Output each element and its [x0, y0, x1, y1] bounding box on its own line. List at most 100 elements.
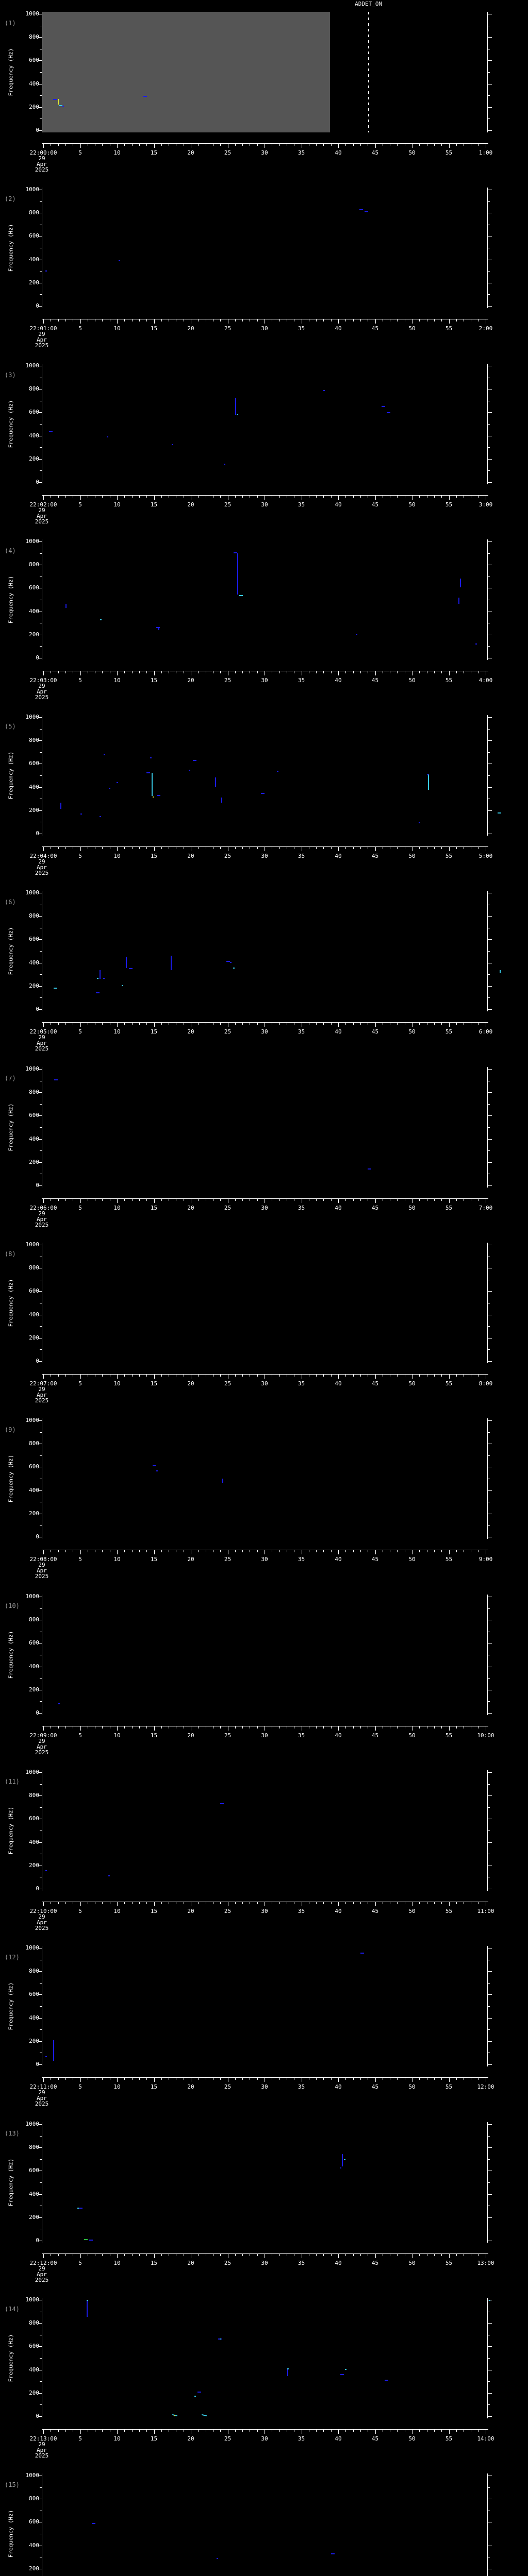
- x-tick-label: 20: [187, 1380, 194, 1387]
- y-tick: [488, 1842, 492, 1843]
- detection-blip: [385, 2380, 389, 2381]
- y-tick: [40, 118, 42, 120]
- detection-blip: [45, 1870, 47, 1872]
- y-tick: [488, 2404, 490, 2405]
- x-tick: [397, 1198, 398, 1201]
- panel-index-label: (3): [5, 371, 16, 379]
- y-tick-label: 1000: [25, 1417, 40, 1423]
- y-tick: [40, 1326, 42, 1327]
- date-line: 29: [38, 1913, 45, 1920]
- y-tick: [38, 37, 42, 38]
- x-tick: [360, 1022, 361, 1025]
- x-tick: [80, 2253, 81, 2258]
- y-tick: [38, 1713, 42, 1714]
- x-tick: [331, 495, 332, 498]
- x-tick-label: 5: [78, 677, 82, 684]
- x-tick: [257, 319, 258, 321]
- x-tick: [43, 1374, 44, 1379]
- detection-blip: [233, 967, 235, 969]
- x-tick: [235, 671, 236, 673]
- x-tick: [345, 671, 346, 673]
- x-tick: [154, 2429, 155, 2434]
- x-tick-label: 30: [261, 853, 268, 859]
- x-tick: [419, 846, 420, 849]
- y-tick: [488, 2346, 492, 2347]
- y-tick: [38, 2018, 42, 2019]
- x-tick: [456, 1198, 457, 1201]
- y-tick: [40, 553, 42, 554]
- x-tick-label: 45: [371, 1205, 379, 1211]
- x-tick: [419, 2253, 420, 2256]
- x-tick: [345, 2077, 346, 2080]
- detection-blip: [54, 1079, 58, 1081]
- y-tick-label: 600: [29, 1112, 39, 1119]
- y-tick: [488, 752, 490, 753]
- y-tick: [488, 1455, 490, 1456]
- x-tick-label: 30: [261, 1028, 268, 1035]
- detection-blip: [194, 2396, 196, 2397]
- x-tick-label: 35: [298, 2083, 305, 2090]
- x-tick: [456, 846, 457, 849]
- x-tick: [124, 143, 125, 146]
- x-tick: [124, 2429, 125, 2432]
- y-tick: [488, 1162, 492, 1163]
- x-tick: [139, 319, 140, 321]
- x-tick-label: 5: [78, 1908, 82, 1914]
- x-axis-ruler: [42, 495, 488, 496]
- x-tick: [58, 1198, 59, 1201]
- y-tick: [40, 1701, 42, 1702]
- x-tick: [102, 2077, 103, 2080]
- y-tick: [40, 997, 42, 998]
- y-tick: [38, 107, 42, 108]
- detection-blip: [45, 270, 47, 272]
- x-tick: [242, 143, 243, 146]
- date-line: 2025: [35, 1222, 49, 1228]
- x-tick: [419, 2077, 420, 2080]
- detection-blip: [193, 759, 197, 761]
- x-tick-label: 35: [298, 149, 305, 156]
- x-tick-label: 45: [371, 1380, 379, 1387]
- y-tick: [38, 2064, 42, 2065]
- x-tick-label: 10: [113, 1908, 121, 1914]
- x-tick-label: 35: [298, 1205, 305, 1211]
- panel-2: 0 200 400 600 800 1000 Frequency (Hz) (2) 5 10 15 2…: [0, 176, 528, 352]
- x-tick: [316, 1726, 317, 1728]
- y-tick: [38, 2217, 42, 2218]
- x-tick: [154, 1902, 155, 1906]
- x-tick: [65, 2429, 66, 2432]
- x-tick: [102, 2253, 103, 2256]
- panel-index-label: (13): [5, 2130, 20, 2137]
- panel-index-label: (8): [5, 1250, 16, 1258]
- x-tick: [331, 1726, 332, 1728]
- x-tick: [161, 1374, 162, 1377]
- x-tick-label: 25: [224, 677, 232, 684]
- y-tick-label: 400: [29, 432, 39, 439]
- detection-blip: [152, 773, 153, 796]
- detection-blip: [121, 985, 123, 987]
- y-tick-label: 800: [29, 1440, 39, 1447]
- y-tick: [488, 2217, 492, 2218]
- x-tick-label: 35: [298, 2260, 305, 2266]
- x-tick: [235, 846, 236, 849]
- y-tick: [40, 1150, 42, 1151]
- x-tick-label: 15: [150, 501, 158, 508]
- x-tick: [338, 2429, 339, 2434]
- x-tick-label: 5: [78, 501, 82, 508]
- date-line: 29: [38, 1562, 45, 1568]
- x-tick: [117, 1902, 118, 1906]
- x-tick: [131, 2253, 133, 2256]
- x-tick: [80, 1022, 81, 1027]
- x-tick: [360, 1198, 361, 1201]
- x-tick: [146, 846, 147, 849]
- x-tick-label: 45: [371, 1732, 379, 1739]
- y-tick-label: 0: [36, 1885, 39, 1892]
- x-tick: [146, 1374, 147, 1377]
- y-tick: [38, 1162, 42, 1163]
- y-tick-label: 0: [36, 479, 39, 485]
- date-line: 29: [38, 331, 45, 337]
- x-tick-label: 45: [371, 2083, 379, 2090]
- y-tick: [488, 810, 492, 811]
- y-axis-right: [487, 1595, 488, 1715]
- x-tick: [198, 2429, 199, 2432]
- date-line: Apr: [37, 688, 47, 695]
